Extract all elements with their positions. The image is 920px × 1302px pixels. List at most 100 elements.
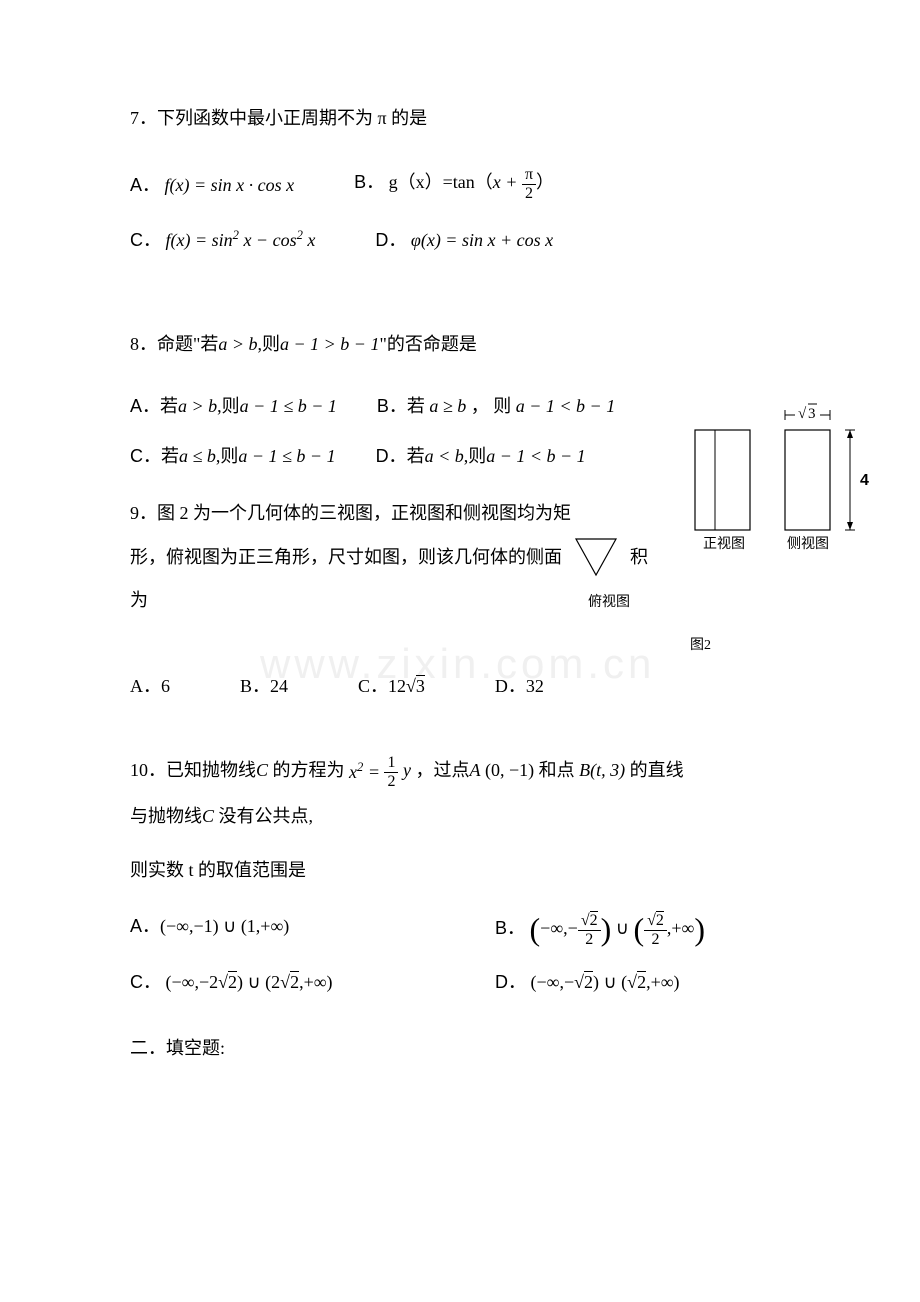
optA-label: A． bbox=[130, 175, 160, 195]
optB-num: π bbox=[522, 166, 536, 185]
q7-optD: D． φ(x) = sin x + cos x bbox=[375, 226, 553, 252]
l3: 则实数 t 的取值范围是 bbox=[130, 860, 306, 880]
q9c-rad: 3 bbox=[416, 675, 425, 696]
q9-l2pre: 形，俯视图为正三角形，尺寸如图，则该几何体的侧面 bbox=[130, 536, 562, 579]
l2C: C bbox=[202, 806, 214, 826]
optD-math: φ(x) = sin x + cos x bbox=[411, 230, 553, 250]
q7-row2: C． f(x) = sin2 x − cos2 x D． φ(x) = sin … bbox=[130, 226, 860, 252]
q8-m1: a > b bbox=[218, 334, 257, 354]
l2pre: 与抛物线 bbox=[130, 806, 202, 826]
bd2: 2 bbox=[644, 931, 667, 949]
top-view-label: 俯视图 bbox=[588, 586, 630, 620]
eqeq: = bbox=[363, 762, 384, 782]
svg-text:√: √ bbox=[798, 406, 807, 422]
q9-A: A．6 bbox=[130, 672, 170, 698]
q8-optD: D．若a < b,则a − 1 < b − 1 bbox=[376, 442, 586, 468]
eqy: y bbox=[398, 760, 411, 780]
section-2-heading: 二．填空题: bbox=[130, 1034, 860, 1060]
dl: D． bbox=[495, 972, 526, 992]
a-t2: ,则 bbox=[217, 396, 240, 416]
optB-suffix: ） bbox=[536, 172, 554, 192]
optC-label: C． bbox=[130, 230, 161, 250]
q10-B: B． (−∞,−√22) ∪ (√22,+∞) bbox=[495, 912, 860, 948]
optB-label: B． bbox=[354, 172, 384, 192]
d-t1: 若 bbox=[407, 446, 425, 466]
b-t2: ， 则 bbox=[466, 396, 511, 416]
q10-row2: C． (−∞,−2√2) ∪ (2√2,+∞) D． (−∞,−√2) ∪ (√… bbox=[130, 968, 860, 994]
svg-text:侧视图: 侧视图 bbox=[787, 536, 829, 550]
c-pre: f(x) = sin bbox=[166, 230, 233, 250]
bd1: 2 bbox=[578, 931, 601, 949]
q8-m2: a − 1 > b − 1 bbox=[280, 334, 379, 354]
figure-block: √ 3 4 正视图 侧视图 bbox=[680, 390, 890, 555]
ptB: B bbox=[579, 760, 590, 780]
svg-text:3: 3 bbox=[808, 406, 816, 422]
q7-optB: B． g（x）=tan（x + π2） bbox=[354, 166, 554, 202]
q10-C: C bbox=[256, 760, 268, 780]
q8-post: "的否命题是 bbox=[379, 334, 476, 354]
b-lbl: B． bbox=[377, 396, 407, 416]
l2post: 没有公共点, bbox=[214, 806, 313, 826]
q10-D: D． (−∞,−√2) ∪ (√2,+∞) bbox=[495, 968, 860, 994]
q10-A: A．(−∞,−1) ∪ (1,+∞) bbox=[130, 912, 495, 948]
q9-opts: A．6 B．24 C．12√3 D．32 bbox=[130, 672, 860, 698]
q7-row1: A． f(x) = sin x · cos x B． g（x）=tan（x + … bbox=[130, 166, 860, 202]
q9-D: D．32 bbox=[495, 672, 544, 698]
optA-math: f(x) = sin x · cos x bbox=[165, 175, 295, 195]
c-t1: 若 bbox=[161, 446, 179, 466]
am: (−∞,−1) ∪ (1,+∞) bbox=[160, 916, 289, 936]
a-m1: a > b bbox=[178, 396, 217, 416]
dr2: 2 bbox=[637, 971, 646, 992]
b-m1: a ≥ b bbox=[429, 396, 466, 416]
q8-optA: A．若a > b,则a − 1 ≤ b − 1 bbox=[130, 392, 337, 418]
triangle-icon bbox=[572, 535, 620, 579]
c-post: x bbox=[303, 230, 316, 250]
br1: 2 bbox=[590, 911, 598, 929]
q10-row1: A．(−∞,−1) ∪ (1,+∞) B． (−∞,−√22) ∪ (√22,+… bbox=[130, 912, 860, 948]
q7-optA: A． f(x) = sin x · cos x bbox=[130, 171, 294, 197]
q8-optC: C．若a ≤ b,则a − 1 ≤ b − 1 bbox=[130, 442, 336, 468]
q9-line3: 为 俯视图 bbox=[130, 579, 860, 622]
al: A． bbox=[130, 916, 160, 936]
cr2: 2 bbox=[290, 971, 299, 992]
optB-prefix: g（x）=tan（ bbox=[389, 172, 493, 192]
q10-post: 的直线 bbox=[630, 760, 684, 780]
q10-line2: 与抛物线C 没有公共点, bbox=[130, 802, 860, 828]
eqn: 1 bbox=[384, 754, 398, 773]
q10-line3: 则实数 t 的取值范围是 bbox=[130, 856, 860, 882]
d-lbl: D． bbox=[376, 446, 407, 466]
q8-pre: 8．命题"若 bbox=[130, 334, 218, 354]
ptA: A bbox=[469, 760, 480, 780]
c-m1: a ≤ b bbox=[179, 446, 216, 466]
a-m2: a − 1 ≤ b − 1 bbox=[240, 396, 337, 416]
q10-m1: 的方程为 bbox=[268, 760, 349, 780]
svg-text:正视图: 正视图 bbox=[703, 536, 745, 550]
d-m1: a < b bbox=[425, 446, 464, 466]
c-lbl: C． bbox=[130, 446, 161, 466]
c-t2: ,则 bbox=[216, 446, 239, 466]
optD-label: D． bbox=[375, 230, 406, 250]
d-m2: a − 1 < b − 1 bbox=[486, 446, 585, 466]
d-t2: ,则 bbox=[464, 446, 487, 466]
pB: (t, 3) bbox=[590, 760, 630, 780]
a-lbl: A． bbox=[130, 396, 160, 416]
q10-line1: 10．已知抛物线C 的方程为 x2 = 12 y ，过点A (0, −1) 和点… bbox=[130, 752, 860, 790]
b-t1: 若 bbox=[407, 396, 430, 416]
q8-stem: 8．命题"若a > b,则a − 1 > b − 1"的否命题是 bbox=[130, 326, 860, 362]
q9-l3: 为 bbox=[130, 579, 148, 622]
q10-C: C． (−∞,−2√2) ∪ (2√2,+∞) bbox=[130, 968, 495, 994]
cr1: 2 bbox=[228, 971, 237, 992]
q8-optB: B．若 a ≥ b ， 则 a − 1 < b − 1 bbox=[377, 392, 615, 418]
q10-pre: 10．已知抛物线 bbox=[130, 760, 256, 780]
q9c-lbl: C．12 bbox=[358, 676, 406, 696]
three-views-svg: √ 3 4 正视图 侧视图 bbox=[685, 390, 885, 550]
dr1: 2 bbox=[584, 971, 593, 992]
q9-l2post: 积 bbox=[630, 536, 648, 579]
q7-optC: C． f(x) = sin2 x − cos2 x bbox=[130, 226, 315, 252]
c-m2: a − 1 ≤ b − 1 bbox=[238, 446, 335, 466]
q8-mid: ,则 bbox=[258, 334, 281, 354]
pA: (0, −1) bbox=[480, 760, 538, 780]
content: 7．下列函数中最小正周期不为 π 的是 A． f(x) = sin x · co… bbox=[130, 100, 860, 1060]
q7-stem: 7．下列函数中最小正周期不为 π 的是 bbox=[130, 100, 860, 136]
fig-caption: 图2 bbox=[690, 629, 860, 663]
